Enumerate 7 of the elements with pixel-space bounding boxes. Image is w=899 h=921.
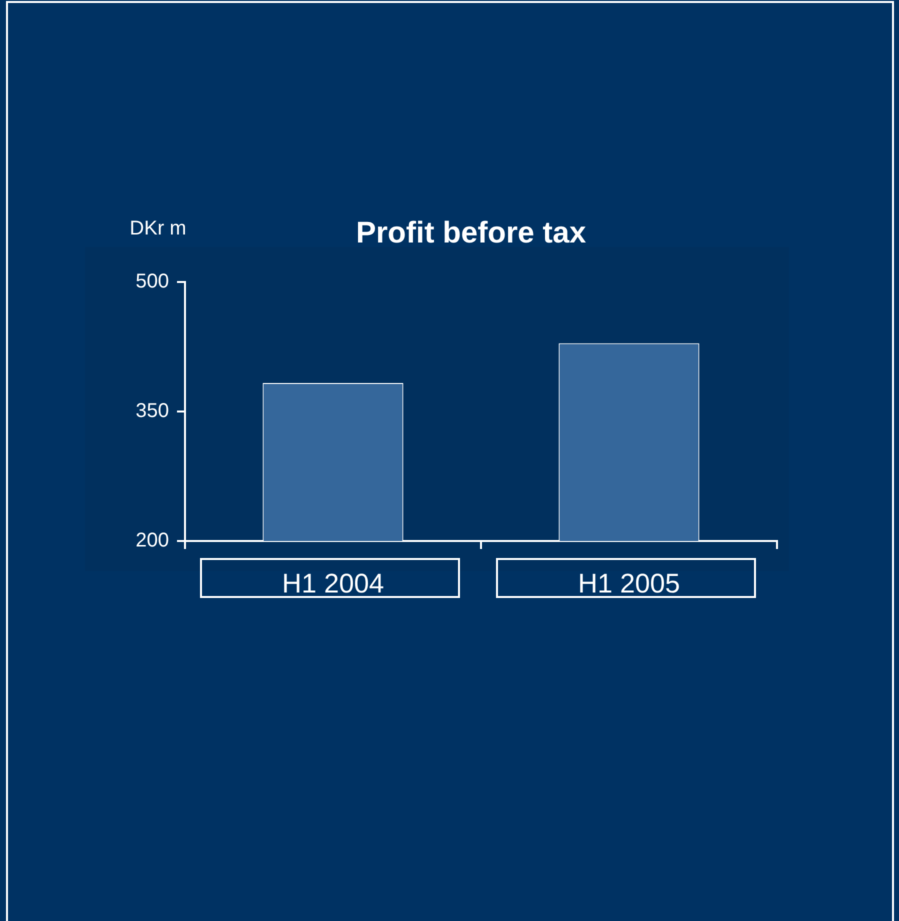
x-tick-label: H1 2005: [578, 568, 680, 599]
y-tick-label: 350: [136, 400, 169, 422]
y-tick-label: 200: [136, 530, 169, 552]
chart-title: Profit before tax: [356, 216, 586, 250]
y-tick-label: 500: [136, 270, 169, 293]
y-axis-title: DKr m: [130, 218, 186, 240]
x-tick-label: H1 2004: [282, 568, 384, 599]
